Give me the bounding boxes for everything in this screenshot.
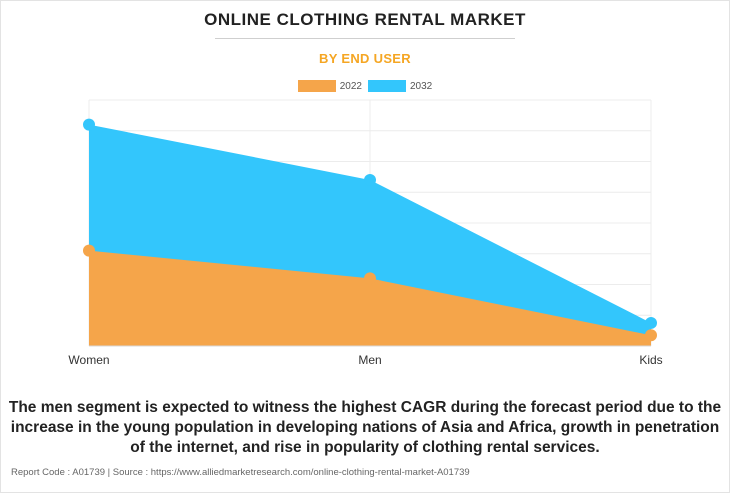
legend-label-2032: 2032 (410, 80, 433, 92)
point-2022-men[interactable] (364, 272, 376, 285)
x-tick-label-kids: Kids (639, 353, 662, 367)
point-2032-women[interactable] (83, 118, 95, 131)
legend-item-2032[interactable]: 2032 (368, 80, 432, 92)
point-2032-kids[interactable] (645, 316, 657, 329)
legend-swatch-2032 (368, 80, 406, 92)
chart-legend: 2022 2032 (0, 80, 730, 92)
point-2022-kids[interactable] (645, 329, 657, 342)
chart-subtitle: BY END USER (319, 51, 411, 66)
area-series-2022 (89, 250, 651, 346)
point-2032-men[interactable] (364, 173, 376, 186)
x-tick-label-women: Women (68, 353, 109, 367)
legend-label-2022: 2022 (339, 80, 362, 92)
legend-swatch-2022 (297, 80, 336, 92)
title-divider (215, 38, 515, 39)
chart-caption: The men segment is expected to witness t… (8, 399, 722, 456)
report-footer: Report Code : A01739 | Source : https://… (11, 467, 470, 478)
legend-item-2022[interactable]: 2022 (297, 80, 362, 92)
point-2022-women[interactable] (83, 244, 95, 257)
area-chart: Women Men Kids (68, 99, 663, 367)
chart-title: ONLINE CLOTHING RENTAL MARKET (204, 10, 526, 29)
x-tick-label-men: Men (358, 353, 381, 367)
